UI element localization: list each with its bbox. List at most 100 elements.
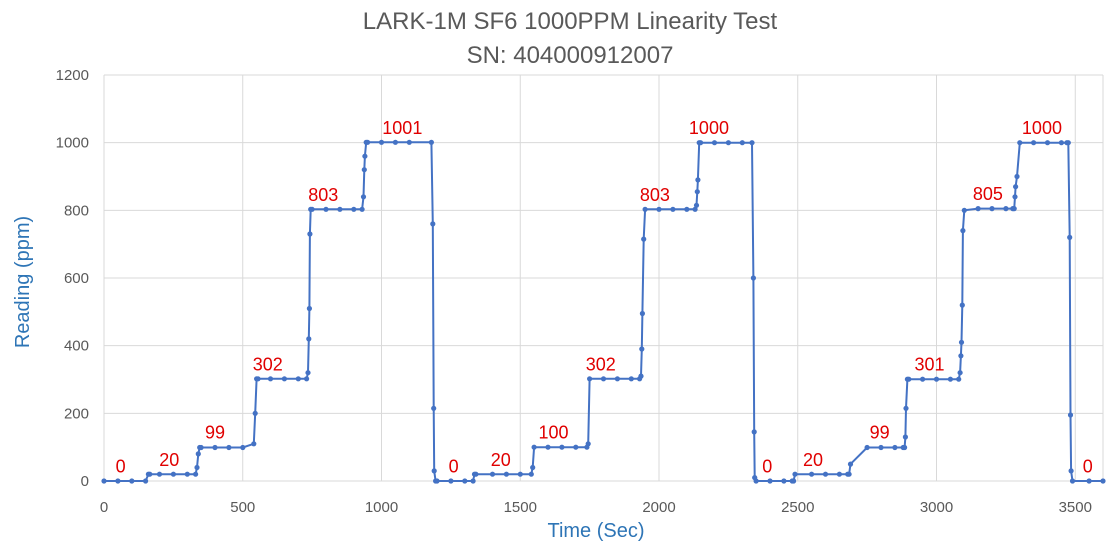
x-tick-label: 3500 — [1059, 499, 1092, 516]
data-label: 1000 — [689, 118, 729, 138]
data-label: 302 — [253, 354, 283, 374]
data-point — [600, 376, 607, 382]
data-point — [503, 471, 509, 477]
data-point — [193, 471, 199, 477]
y-axis-title: Reading (ppm) — [12, 216, 34, 348]
data-point — [739, 140, 745, 146]
data-point — [638, 373, 644, 379]
data-point — [670, 206, 676, 212]
data-label: 20 — [803, 450, 823, 470]
data-point — [365, 139, 371, 145]
data-point — [961, 207, 967, 213]
data-point — [975, 206, 981, 212]
data-point — [1003, 206, 1009, 212]
data-point — [305, 370, 311, 376]
y-tick-label: 800 — [64, 202, 89, 219]
data-point — [1017, 140, 1023, 146]
data-point — [559, 444, 565, 450]
data-point — [628, 376, 634, 382]
y-tick-label: 1200 — [56, 67, 89, 84]
data-point — [195, 451, 201, 457]
data-point — [878, 444, 884, 451]
data-point — [957, 370, 963, 376]
data-point — [129, 478, 135, 484]
data-point — [240, 444, 246, 451]
gridlines — [103, 74, 1104, 482]
data-point — [528, 471, 534, 477]
data-point — [933, 376, 940, 382]
data-point — [255, 376, 261, 382]
data-point — [156, 471, 163, 477]
data-label: 302 — [586, 354, 616, 374]
data-point — [920, 376, 926, 382]
data-point — [307, 231, 313, 237]
data-point — [267, 376, 274, 382]
data-point — [956, 376, 962, 382]
data-point — [115, 478, 121, 484]
data-point — [1067, 234, 1073, 240]
data-label: 0 — [762, 457, 772, 477]
data-point — [846, 471, 852, 477]
data-label: 805 — [973, 184, 1003, 204]
data-point — [753, 478, 759, 484]
data-point — [960, 228, 966, 234]
data-point — [792, 471, 798, 477]
data-point — [791, 478, 797, 484]
data-point — [903, 405, 909, 411]
data-point — [1068, 468, 1074, 474]
data-point — [198, 444, 204, 451]
data-label: 100 — [539, 423, 569, 443]
x-tick-label: 2000 — [642, 499, 675, 516]
data-label: 0 — [449, 457, 459, 477]
chart-subtitle: SN: 404000912007 — [467, 42, 674, 69]
data-point — [184, 471, 190, 477]
data-point — [306, 305, 312, 312]
data-point — [836, 471, 843, 477]
data-point — [170, 471, 176, 477]
data-point — [462, 478, 468, 484]
series-line — [104, 141, 1103, 482]
data-point — [147, 471, 153, 477]
data-point — [642, 206, 648, 212]
data-point — [1044, 140, 1051, 146]
data-point — [958, 339, 965, 345]
data-point — [448, 478, 454, 484]
data-point — [750, 275, 757, 281]
data-point — [517, 471, 523, 477]
data-point — [725, 140, 732, 146]
data-point — [639, 310, 646, 317]
data-label: 1001 — [382, 118, 422, 138]
data-point — [143, 478, 149, 484]
data-point — [428, 139, 434, 145]
data-point — [361, 167, 367, 173]
data-point — [1011, 206, 1017, 212]
data-point — [892, 444, 898, 451]
data-point — [639, 346, 645, 352]
data-point — [906, 376, 912, 382]
data-point — [309, 206, 315, 212]
x-tick-label: 1500 — [504, 499, 537, 516]
data-point — [323, 206, 329, 212]
data-point — [1067, 412, 1074, 418]
data-point — [902, 434, 909, 440]
data-point — [1014, 173, 1020, 180]
data-point — [641, 236, 647, 242]
data-point — [531, 444, 537, 450]
data-point — [431, 405, 437, 411]
data-label: 99 — [870, 423, 890, 443]
data-point — [692, 206, 698, 212]
data-point — [1069, 478, 1076, 484]
data-point — [693, 202, 700, 208]
data-point — [1058, 140, 1064, 146]
data-point — [378, 139, 385, 145]
data-point — [1086, 478, 1092, 484]
data-point — [406, 139, 412, 145]
data-point — [694, 189, 700, 195]
data-point — [431, 468, 437, 474]
data-point — [470, 478, 476, 484]
data-label: 20 — [491, 450, 511, 470]
data-point — [351, 206, 357, 212]
data-point — [101, 478, 107, 484]
data-point — [306, 336, 312, 342]
